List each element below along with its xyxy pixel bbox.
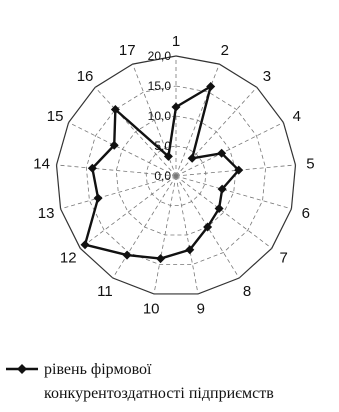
category-label: 16	[77, 68, 94, 85]
radial-tick-labels: 0,0 5,0 10,0 15,0 20,0	[148, 49, 172, 183]
grid-spoke	[175, 63, 220, 177]
category-label: 17	[119, 42, 136, 59]
category-label: 11	[97, 283, 113, 300]
data-point	[214, 204, 224, 214]
data-point	[185, 245, 195, 255]
data-point	[171, 102, 181, 112]
category-label: 10	[143, 301, 160, 318]
data-point	[217, 148, 227, 158]
grid-spoke	[94, 87, 177, 177]
category-label: 12	[60, 249, 77, 266]
category-label: 4	[293, 108, 301, 125]
tick-label: 20,0	[148, 49, 172, 63]
data-point	[156, 254, 166, 264]
grid-spoke	[60, 175, 177, 210]
legend-label-line-1: рівень фірмової	[44, 361, 152, 378]
data-point	[80, 240, 90, 250]
data-point	[87, 163, 97, 173]
grid-spoke	[175, 175, 240, 279]
category-label: 9	[197, 301, 205, 318]
grid-spoke	[68, 122, 177, 177]
grid-spoke	[153, 175, 177, 295]
data-point	[109, 140, 119, 150]
series-plot	[80, 81, 244, 264]
data-point	[93, 193, 103, 203]
grid-spoke	[175, 175, 199, 295]
grid-spoke	[175, 164, 296, 177]
category-label: 1	[172, 33, 180, 50]
legend-label-line-2: конкурентоздатності підприємств	[44, 385, 274, 402]
grid-spoke	[79, 175, 177, 249]
category-label: 13	[38, 205, 55, 222]
grid-spoke	[175, 175, 292, 210]
grid-spoke	[132, 63, 177, 177]
tick-label: 5,0	[154, 139, 171, 153]
data-point	[206, 81, 216, 91]
series-line	[83, 85, 240, 260]
tick-label: 10,0	[148, 109, 172, 123]
category-label: 8	[243, 283, 251, 300]
category-label: 7	[280, 249, 288, 266]
data-point	[187, 153, 197, 163]
grid-spoke	[175, 175, 273, 249]
category-label: 3	[263, 68, 271, 85]
grid-spoke	[175, 87, 258, 177]
data-point	[110, 104, 120, 114]
category-label: 14	[33, 156, 50, 173]
radar-grid	[55, 55, 297, 295]
category-label: 6	[302, 205, 310, 222]
grid-spoke	[56, 164, 177, 177]
legend: рівень фірмової конкурентоздатності підп…	[6, 361, 274, 402]
grid-ring	[85, 85, 267, 265]
data-point	[163, 151, 173, 161]
grid-ring	[55, 55, 297, 295]
category-label: 15	[47, 108, 64, 125]
data-point	[234, 165, 244, 175]
data-point	[203, 222, 213, 232]
data-point	[122, 250, 132, 260]
data-point	[217, 184, 227, 194]
grid-spoke	[175, 122, 284, 177]
category-label: 5	[306, 156, 314, 173]
tick-label: 15,0	[148, 79, 172, 93]
tick-label: 0,0	[154, 169, 171, 183]
category-label: 2	[221, 42, 229, 59]
legend-marker	[17, 364, 27, 374]
grid-spoke	[112, 175, 177, 279]
grid-ring	[145, 145, 207, 206]
